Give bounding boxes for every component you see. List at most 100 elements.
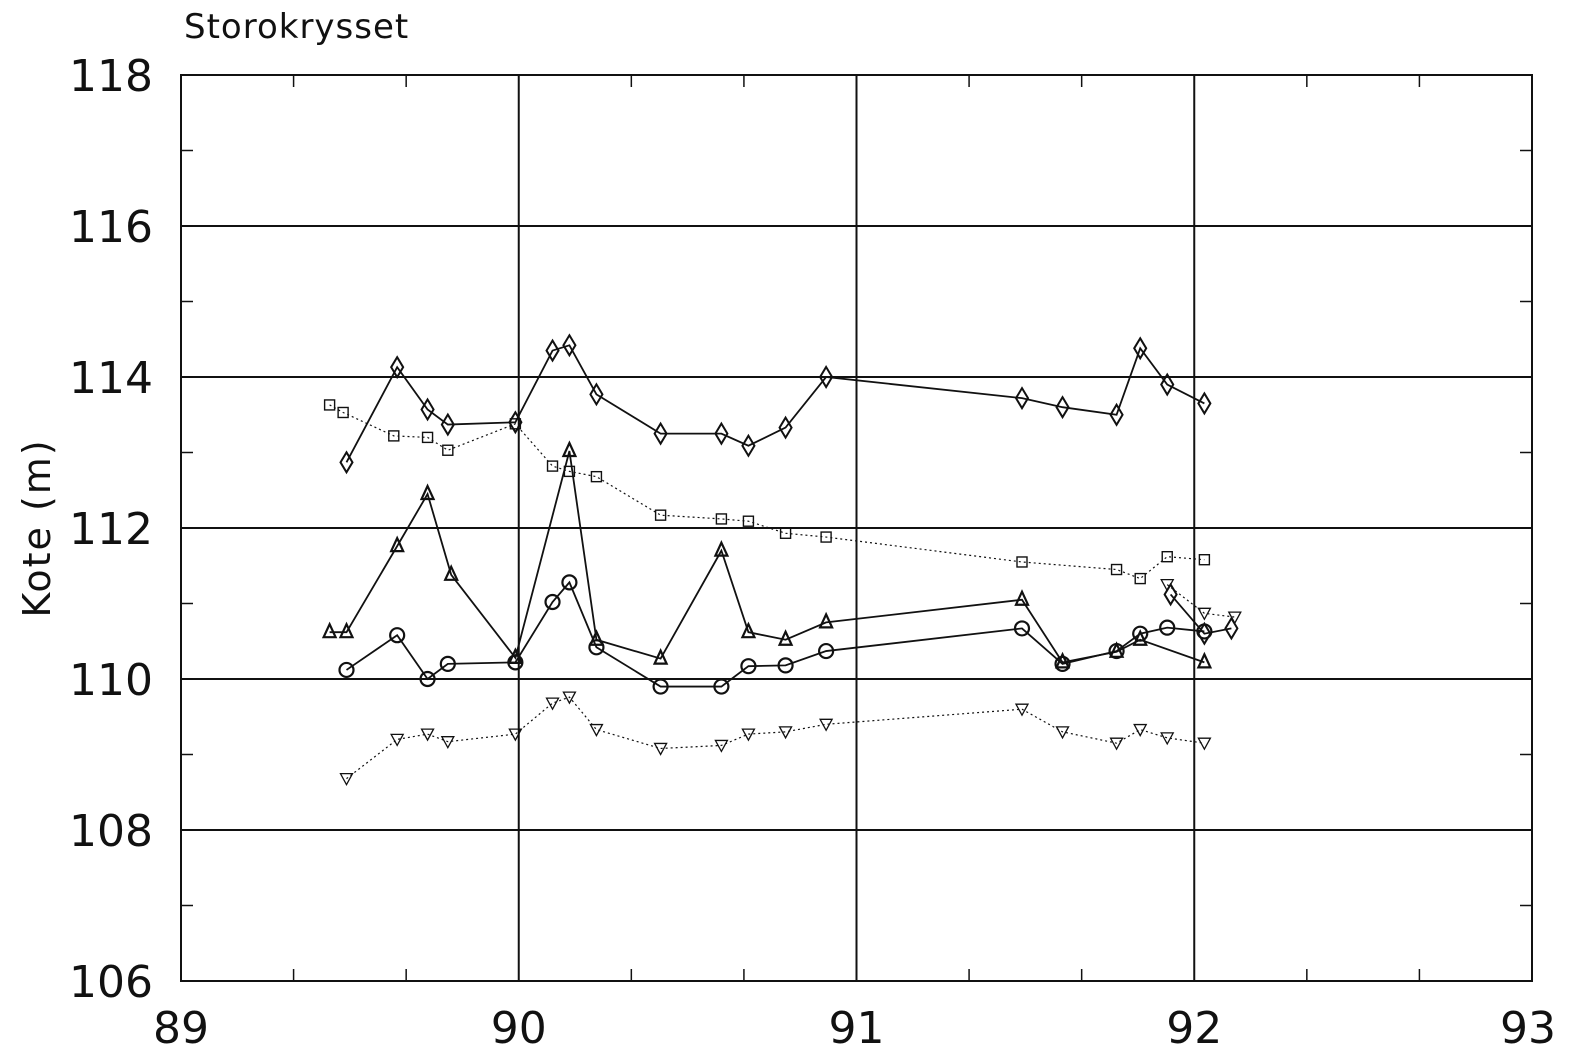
data-point-triangle-up [321, 621, 338, 639]
x-tick-label: 91 [829, 1003, 885, 1054]
data-point-triangle-down [545, 697, 560, 711]
data-point-square [1134, 572, 1146, 585]
data-point-circle [439, 655, 456, 673]
grid [180, 74, 1533, 982]
data-point-triangle-down [390, 733, 405, 747]
data-point-circle [1013, 620, 1031, 637]
data-point-square [546, 460, 559, 472]
series-4 [338, 574, 1213, 695]
data-point-triangle-down [778, 726, 793, 740]
series-3 [321, 440, 1213, 669]
y-tick-label: 106 [69, 957, 153, 1008]
data-point-circle [338, 661, 355, 679]
data-point-diamond [1160, 372, 1175, 397]
series-line-1 [345, 344, 1205, 463]
data-point-diamond [714, 421, 729, 446]
x-tick-label: 93 [1500, 1003, 1556, 1054]
data-point-square [1161, 550, 1173, 563]
data-point-diamond [778, 415, 793, 440]
data-point-square [421, 431, 434, 444]
series-line-5 [346, 696, 1205, 780]
data-point-circle [1159, 619, 1176, 636]
data-point-diamond [1055, 395, 1070, 420]
plot-frame [180, 74, 1533, 982]
data-point-triangle-down [1160, 732, 1175, 746]
data-point-circle [1108, 642, 1125, 660]
series-7 [1163, 582, 1239, 646]
y-tick-label: 114 [69, 353, 153, 404]
data-point-diamond [562, 333, 577, 358]
series-line-3 [329, 450, 1205, 664]
data-point-triangle-down [1055, 726, 1070, 740]
data-point-triangle-down [508, 728, 523, 742]
data-point-triangle-up [1108, 641, 1125, 658]
data-point-diamond [1163, 582, 1178, 607]
data-point-circle [652, 678, 669, 695]
data-point-triangle-down [1109, 737, 1124, 751]
series-line-7 [1169, 593, 1232, 635]
data-point-square [1110, 563, 1123, 576]
data-point-triangle-up [740, 621, 757, 639]
data-point-diamond [1109, 402, 1124, 427]
x-axis-ticks: 89 90 91 92 93 [153, 1003, 1556, 1054]
y-axis-ticks: 106 108 110 112 114 116 118 [69, 51, 153, 1008]
data-point-circle [777, 657, 794, 674]
data-point-diamond [818, 365, 834, 389]
data-point-diamond [1014, 386, 1030, 411]
series-5 [339, 691, 1212, 787]
data-point-diamond [741, 433, 756, 458]
data-point-triangle-down [562, 691, 577, 705]
data-point-diamond [1197, 621, 1212, 646]
data-point-triangle-up [1132, 629, 1148, 646]
data-point-circle [419, 670, 436, 688]
data-point-square [1198, 554, 1211, 566]
data-point-triangle-up [561, 440, 578, 458]
y-tick-label: 110 [69, 655, 153, 706]
data-point-diamond [1197, 391, 1212, 416]
data-point-diamond [1224, 616, 1239, 641]
data-point-square [509, 418, 522, 430]
y-tick-label: 118 [69, 51, 153, 102]
x-tick-label: 89 [153, 1003, 209, 1054]
x-tick-label: 92 [1166, 1003, 1222, 1054]
y-tick-label: 112 [69, 504, 153, 555]
data-point-square [337, 406, 349, 419]
data-point-diamond [1133, 336, 1148, 361]
data-point-circle [389, 627, 406, 644]
data-point-square [388, 430, 400, 442]
y-axis-label: Kote (m) [15, 438, 59, 617]
data-point-circle [544, 593, 561, 611]
data-point-diamond [545, 338, 560, 363]
data-point-triangle-up [419, 483, 436, 501]
data-point-circle [740, 658, 757, 675]
data-point-circle [1132, 625, 1149, 642]
data-point-square [820, 531, 832, 543]
series-line-6 [1166, 584, 1235, 618]
data-point-square [442, 444, 454, 456]
y-tick-label: 108 [69, 806, 153, 857]
series-2 [323, 399, 1211, 585]
series-line-4 [345, 580, 1205, 688]
data-point-square [715, 513, 728, 525]
data-point-diamond [653, 421, 668, 446]
data-point-triangle-up [389, 535, 405, 553]
data-point-triangle-up [443, 564, 459, 581]
data-point-diamond [440, 412, 455, 437]
data-point-triangle-up [338, 621, 355, 639]
data-point-square [779, 527, 792, 539]
y-tick-label: 116 [69, 202, 153, 253]
minor-ticks [181, 75, 1532, 981]
series-1 [339, 333, 1212, 475]
data-point-triangle-down [1197, 737, 1212, 751]
data-point-triangle-down [1133, 723, 1148, 737]
data-point-square [1016, 556, 1028, 568]
data-point-triangle-down [339, 773, 354, 787]
data-point-triangle-down [589, 723, 604, 737]
data-point-square [590, 470, 603, 483]
data-point-diamond [589, 382, 604, 407]
data-point-triangle-up [713, 540, 730, 557]
data-point-triangle-up [652, 647, 669, 665]
data-point-circle [1054, 655, 1071, 673]
data-point-square [654, 509, 667, 521]
